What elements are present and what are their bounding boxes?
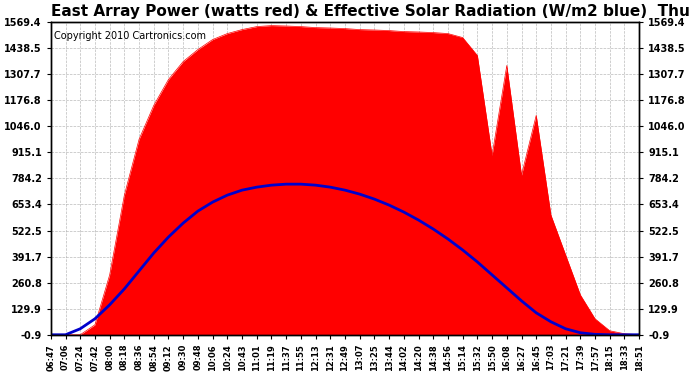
Text: East Array Power (watts red) & Effective Solar Radiation (W/m2 blue)  Thu Aug 26: East Array Power (watts red) & Effective… [51,4,690,19]
Text: Copyright 2010 Cartronics.com: Copyright 2010 Cartronics.com [54,31,206,41]
